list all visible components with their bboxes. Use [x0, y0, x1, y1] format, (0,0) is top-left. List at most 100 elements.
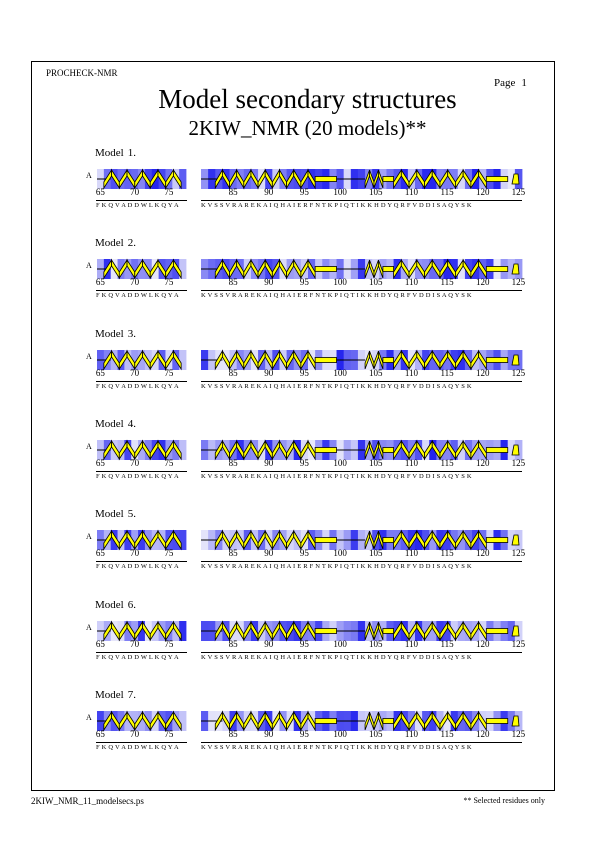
turn-segment [485, 627, 509, 634]
footer-filename: 2KIW_NMR_11_modelsecs.ps [31, 796, 144, 806]
residue-tick-label: 85 [228, 728, 238, 739]
accessibility-cell [138, 169, 146, 189]
model-number: 2. [127, 237, 136, 250]
residue-tick-label: 125 [511, 277, 526, 288]
model-label: Model 1. [95, 147, 136, 159]
residue-tick-label: 110 [404, 728, 418, 739]
residue-tick-label: 100 [333, 187, 347, 197]
helix-ribbon [364, 440, 384, 460]
turn-segment [314, 627, 337, 634]
helix-ribbon [393, 620, 487, 641]
model-label-text: Model [95, 598, 124, 611]
accessibility-cell [179, 259, 187, 280]
residue-tick-label: 65 [95, 457, 105, 468]
helix-ribbon [364, 711, 384, 730]
model-number: 6. [127, 598, 136, 611]
residue-tick-label: 120 [476, 728, 490, 739]
residue-tick-label: 125 [511, 548, 526, 559]
residue-tick-label: 125 [511, 367, 526, 378]
accessibility-cell [138, 620, 146, 641]
model-block: Model 6. A 65 70 75 85 90 95 100 105 110 115 120 125 F … [0, 599, 595, 689]
residue-tick-label: 85 [228, 548, 238, 559]
accessibility-cell [429, 710, 437, 731]
residue-tick-label: 120 [476, 457, 490, 468]
residue-tick-label: 90 [264, 457, 274, 468]
helix-cap [511, 354, 520, 365]
helix-segment [378, 621, 384, 640]
helix-ribbon [214, 529, 316, 551]
page-number-value: 1 [521, 77, 527, 89]
accessibility-cell [450, 349, 459, 370]
residue-tick-label: 120 [476, 367, 490, 378]
turn-segment [382, 446, 394, 453]
helix-segment [378, 350, 384, 369]
model-label-text: Model [95, 508, 124, 521]
helix-cap [511, 625, 520, 636]
turn-segment [314, 356, 337, 363]
residue-tick-label: 75 [164, 187, 174, 197]
sequence-segment1: F K Q V A D D W L K Q Y A [96, 290, 187, 299]
chain-id: A [86, 532, 92, 542]
turn-segment [382, 537, 394, 544]
page-subtitle: 2KIW_NMR (20 models)** [188, 116, 427, 140]
residue-tick-label: 85 [228, 187, 238, 197]
turn-segment [382, 627, 394, 634]
helix-segment [307, 620, 316, 641]
residue-tick-label: 70 [130, 187, 140, 197]
accessibility-cell [507, 620, 516, 641]
residue-tick-label: 110 [404, 367, 418, 378]
model-block: Model 1. A 65 70 75 85 90 95 100 105 110 115 120 125 F … [0, 147, 595, 237]
helix-ribbon [393, 710, 487, 732]
residue-tick-label: 125 [511, 638, 526, 649]
residue-tick-label: 110 [404, 548, 418, 559]
model-number: 4. [127, 417, 136, 430]
helix-segment [307, 710, 316, 732]
turn-segment [314, 266, 337, 273]
model-block: Model 2. A 65 70 75 85 90 95 100 105 110 115 120 125 F … [0, 237, 595, 327]
accessibility-cell [131, 259, 139, 280]
residue-tick-label: 100 [333, 638, 347, 649]
accessibility-cell [436, 620, 444, 641]
helix-segment [173, 258, 182, 280]
accessibility-cell [124, 710, 132, 731]
page-title: Model secondary structures [158, 84, 457, 114]
model-label: Model 5. [95, 508, 136, 520]
helix-ribbon [393, 168, 487, 190]
accessibility-cell [429, 439, 437, 460]
helix-ribbon [214, 620, 316, 641]
accessibility-cell [422, 530, 430, 551]
residue-tick-label: 85 [228, 457, 238, 468]
accessibility-cell [429, 620, 437, 641]
model-block: Model 5. A 65 70 75 85 90 95 100 105 110 115 120 125 F … [0, 508, 595, 598]
turn-segment [382, 356, 394, 363]
page-frame [31, 61, 555, 791]
sequence-segment1: F K Q V A D D W L K Q Y A [96, 741, 187, 751]
residue-tick-label: 70 [130, 367, 140, 378]
secondary-structure-track [97, 168, 523, 190]
accessibility-cell [443, 169, 452, 189]
helix-segment [478, 168, 487, 190]
residue-tick-label: 110 [404, 457, 418, 468]
residue-tick-label: 95 [299, 187, 309, 197]
model-label: Model 3. [95, 328, 136, 340]
helix-segment [378, 531, 384, 550]
accessibility-cell [131, 169, 139, 189]
turn-segment [314, 537, 337, 544]
turn-segment [382, 266, 394, 273]
helix-segment [478, 529, 487, 551]
accessibility-cell [124, 530, 132, 551]
residue-tick-label: 65 [95, 187, 105, 197]
sequence-segment2: K V S S V R A R E K A I Q H A I E R F N … [201, 561, 522, 570]
accessibility-cell [179, 530, 187, 551]
accessibility-cell [131, 349, 139, 370]
model-label-text: Model [95, 327, 124, 340]
program-name: PROCHECK-NMR [46, 68, 118, 78]
accessibility-cell [443, 349, 452, 370]
model-label-text: Model [95, 237, 124, 250]
residue-tick-label: 100 [333, 367, 347, 378]
helix-cap [511, 715, 520, 727]
helix-ribbon [364, 260, 384, 279]
model-label-text: Model [95, 147, 124, 159]
accessibility-cell [131, 439, 139, 460]
residue-tick-label: 90 [264, 638, 274, 649]
